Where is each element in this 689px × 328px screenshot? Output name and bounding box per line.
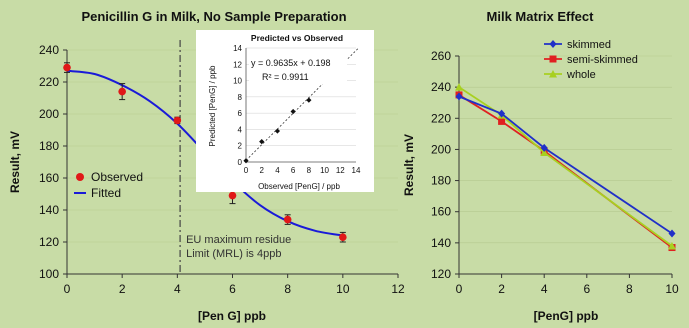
inset-chart-title: Predicted vs Observed: [251, 33, 343, 43]
inset-x-tick-label: 0: [244, 166, 249, 175]
inset-x-tick-label: 10: [320, 166, 329, 175]
inset-y-tick-label: 2: [238, 142, 243, 151]
matrix-chart-legend: skimmed semi-skimmed whole: [544, 39, 638, 81]
matrix-chart: Milk Matrix Effect 120140160180200220240…: [402, 9, 679, 323]
matrix-y-tick-label: 180: [431, 174, 451, 188]
inset-y-tick-label: 12: [233, 60, 242, 69]
matrix-x-tick-label: 8: [626, 282, 633, 296]
matrix-chart-title: Milk Matrix Effect: [487, 9, 595, 24]
legend-marker: [550, 40, 557, 48]
main-chart-legend: Observed Fitted: [74, 170, 143, 200]
inset-x-tick-label: 12: [336, 166, 345, 175]
main-x-tick-label: 12: [391, 282, 405, 296]
legend-fitted-label: Fitted: [91, 186, 121, 200]
main-y-tick-label: 180: [39, 139, 59, 153]
main-y-tick-label: 240: [39, 43, 59, 57]
matrix-point: [669, 230, 676, 238]
matrix-y-tick-label: 260: [431, 49, 451, 63]
inset-x-tick-label: 14: [352, 166, 361, 175]
inset-y-axis-label: Predicted [PenG] / ppb: [208, 65, 217, 146]
main-y-tick-labels: 100 120 140 160 180 200 220 240: [39, 43, 67, 281]
matrix-y-tick-label: 200: [431, 142, 451, 156]
matrix-x-axis-label: [PenG] ppb: [534, 309, 599, 323]
observed-point: [118, 88, 126, 96]
main-y-axis-label: Result, mV: [8, 131, 22, 193]
matrix-x-tick-label: 4: [541, 282, 548, 296]
inset-y-tick-label: 6: [238, 109, 243, 118]
inset-x-tick-label: 8: [307, 166, 312, 175]
observed-point: [174, 117, 182, 125]
main-chart-title: Penicillin G in Milk, No Sample Preparat…: [81, 9, 346, 24]
matrix-point: [498, 118, 505, 125]
main-x-tick-label: 4: [174, 282, 181, 296]
legend-semi-skimmed-label: semi-skimmed: [567, 54, 638, 66]
matrix-chart-gridlines: [459, 56, 672, 243]
main-y-tick-label: 160: [39, 171, 59, 185]
matrix-x-tick-label: 2: [498, 282, 505, 296]
main-y-tick-label: 200: [39, 107, 59, 121]
inset-equation: y = 0.9635x + 0.198: [251, 58, 331, 68]
legend-whole-label: whole: [566, 69, 596, 81]
matrix-x-tick-labels: 0 2 4 6 8 10: [456, 274, 679, 296]
matrix-y-tick-label: 220: [431, 111, 451, 125]
inset-y-tick-label: 14: [233, 44, 242, 53]
matrix-series-line: [459, 95, 672, 248]
main-x-tick-label: 0: [64, 282, 71, 296]
inset-x-tick-label: 6: [291, 166, 296, 175]
legend-skimmed-label: skimmed: [567, 39, 611, 51]
observed-point: [339, 233, 347, 241]
main-x-tick-label: 2: [119, 282, 126, 296]
main-y-tick-label: 140: [39, 203, 59, 217]
main-y-tick-label: 100: [39, 267, 59, 281]
matrix-x-tick-label: 0: [456, 282, 463, 296]
legend-observed-label: Observed: [91, 170, 143, 184]
main-x-tick-labels: 0 2 4 6 8 10 12: [64, 274, 405, 296]
main-x-tick-label: 6: [229, 282, 236, 296]
inset-x-axis-label: Observed [PenG] / ppb: [258, 182, 340, 191]
main-x-tick-label: 10: [336, 282, 350, 296]
main-x-tick-label: 8: [284, 282, 291, 296]
matrix-x-tick-label: 6: [583, 282, 590, 296]
matrix-y-axis-label: Result, mV: [402, 134, 416, 196]
inset-x-tick-label: 4: [275, 166, 280, 175]
observed-point: [284, 216, 292, 224]
inset-y-tick-label: 0: [238, 158, 243, 167]
inset-chart-background: [196, 30, 374, 192]
observed-point: [63, 64, 71, 72]
matrix-y-tick-label: 160: [431, 205, 451, 219]
inset-x-tick-label: 2: [259, 166, 264, 175]
matrix-y-tick-label: 140: [431, 236, 451, 250]
main-y-tick-label: 220: [39, 75, 59, 89]
observed-point: [229, 192, 237, 200]
mrl-annotation-line-2: Limit (MRL) is 4ppb: [186, 248, 281, 260]
matrix-series-line: [459, 96, 672, 233]
matrix-x-tick-label: 10: [665, 282, 679, 296]
main-x-axis-label: [Pen G] ppb: [198, 309, 266, 323]
inset-y-tick-label: 4: [238, 125, 243, 134]
matrix-y-tick-labels: 120 140 160 180 200 220 240 260: [431, 49, 459, 281]
legend-observed-marker: [76, 173, 84, 181]
matrix-y-tick-label: 120: [431, 267, 451, 281]
legend-marker: [550, 56, 557, 63]
matrix-y-tick-label: 240: [431, 80, 451, 94]
main-y-tick-label: 120: [39, 235, 59, 249]
inset-r-squared: R² = 0.9911: [262, 72, 309, 82]
inset-y-tick-label: 8: [238, 93, 243, 102]
inset-y-tick-label: 10: [233, 77, 242, 86]
matrix-series: [455, 83, 676, 251]
mrl-annotation-line-1: EU maximum residue: [186, 234, 291, 246]
